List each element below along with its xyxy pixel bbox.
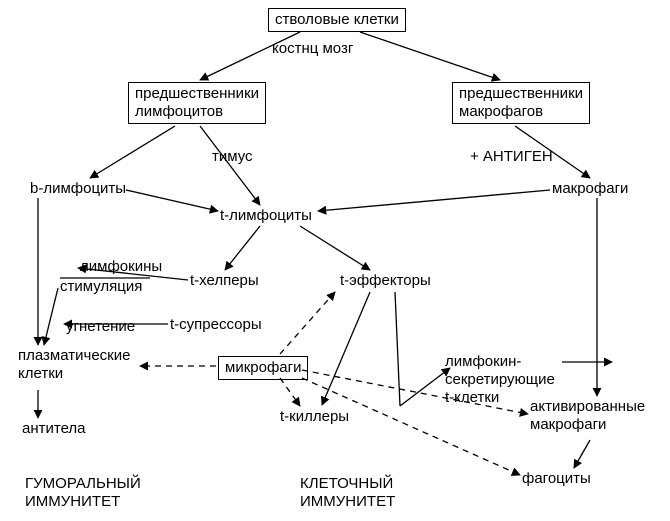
edge [400,368,450,406]
node-stem-cells: стволовые клетки [268,8,406,32]
edge [280,378,300,406]
node-antibodies: антитела [22,420,86,438]
node-plasma-cells: плазматические клетки [18,347,130,383]
edge [360,32,500,80]
edge [126,190,218,211]
edge [44,288,58,345]
node-b-lymphocytes: b-лимфоциты [30,180,126,198]
edge [280,292,335,354]
edge-label-bone-marrow: костнц мозг [272,40,353,58]
footer-humoral-immunity: ГУМОРАЛЬНЫЙ ИММУНИТЕТ [25,475,141,511]
edge [225,226,260,270]
edge [574,440,590,468]
edge [322,292,370,405]
footer-cellular-immunity: КЛЕТОЧНЫЙ ИММУНИТЕТ [300,475,395,511]
edge-label-lymphokines: лимфокины [80,258,162,276]
node-macrophage-precursors: предшественники макрофагов [452,82,590,124]
node-t-effectors: t-эффекторы [340,272,431,290]
node-t-suppressors: t-супрессоры [170,316,262,334]
node-phagocytes: фагоциты [522,470,591,488]
edge-label-antigen: + АНТИГЕН [470,148,553,166]
edge-label-thymus: тимус [212,148,253,166]
node-microphages: микрофаги [218,356,308,380]
edge-label-stimulation: стимуляция [60,278,142,296]
edge [90,126,175,178]
node-t-helpers: t-хелперы [190,272,259,290]
node-lymphocyte-precursors: предшественники лимфоцитов [128,82,266,124]
node-t-lymphocytes: t-лимфоциты [220,207,312,225]
node-activated-macrophages: активированные макрофаги [530,398,645,434]
node-macrophages: макрофаги [552,180,628,198]
node-t-killers: t-киллеры [280,408,349,426]
edge-label-suppression: угнетение [66,318,135,336]
edge [318,190,550,211]
edge [300,226,370,270]
